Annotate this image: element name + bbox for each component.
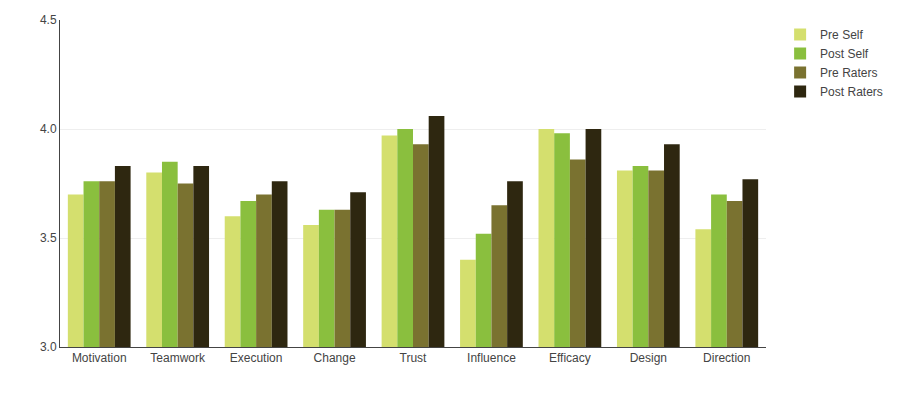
svg-text:Teamwork: Teamwork [150, 351, 206, 365]
svg-text:Change: Change [314, 351, 356, 365]
svg-text:Post Self: Post Self [820, 47, 869, 61]
svg-text:Design: Design [630, 351, 667, 365]
svg-text:Pre Self: Pre Self [820, 28, 863, 42]
svg-text:Execution: Execution [230, 351, 283, 365]
svg-text:Influence: Influence [467, 351, 516, 365]
svg-text:4.0: 4.0 [40, 122, 57, 136]
svg-text:Motivation: Motivation [72, 351, 127, 365]
svg-text:Direction: Direction [703, 351, 750, 365]
svg-text:4.5: 4.5 [40, 13, 57, 27]
svg-text:Post Raters: Post Raters [820, 85, 883, 99]
svg-text:Pre Raters: Pre Raters [820, 66, 877, 80]
svg-text:3.0: 3.0 [40, 340, 57, 354]
svg-text:3.5: 3.5 [40, 231, 57, 245]
svg-text:Trust: Trust [400, 351, 428, 365]
svg-text:Efficacy: Efficacy [549, 351, 591, 365]
